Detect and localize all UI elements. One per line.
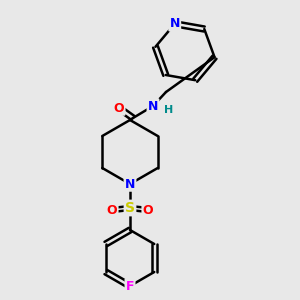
Text: N: N (125, 178, 135, 190)
Text: F: F (126, 280, 134, 292)
Text: O: O (114, 101, 124, 115)
Text: N: N (148, 100, 158, 112)
Text: O: O (107, 203, 117, 217)
Text: H: H (164, 105, 174, 115)
Text: S: S (125, 201, 135, 215)
Text: N: N (169, 17, 180, 30)
Text: O: O (143, 203, 153, 217)
